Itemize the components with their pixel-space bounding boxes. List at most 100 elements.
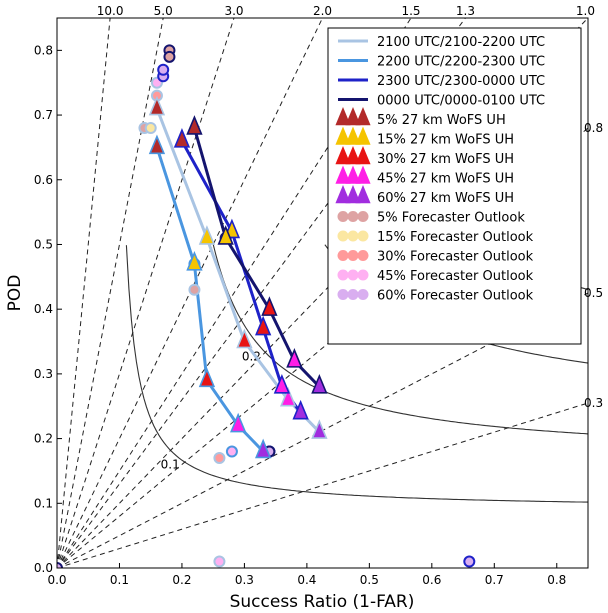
legend-label: 60% Forecaster Outlook xyxy=(377,289,534,304)
y-tick-label: 0.7 xyxy=(34,108,53,122)
x-axis-title: Success Ratio (1-FAR) xyxy=(230,592,415,612)
legend-triangle-swatch xyxy=(335,126,351,145)
legend-label: 45% Forecaster Outlook xyxy=(377,269,534,284)
legend-circle-swatch xyxy=(337,289,349,300)
legend-circle-swatch xyxy=(347,250,359,261)
legend-triangle-swatch xyxy=(335,146,351,165)
bias-label: 2.0 xyxy=(313,4,332,18)
wofs-point xyxy=(173,128,191,148)
legend-circle-swatch xyxy=(337,250,349,261)
x-tick-label: 0.6 xyxy=(422,573,441,587)
wofs-point xyxy=(217,225,234,245)
legend-label: 60% 27 km WoFS UH xyxy=(377,191,514,206)
wofs-point xyxy=(273,373,291,394)
outlook-point xyxy=(157,63,170,76)
x-tick-label: 0.1 xyxy=(110,573,129,587)
x-tick-label: 0.7 xyxy=(485,573,504,587)
csi-line xyxy=(125,245,588,503)
bias-line xyxy=(57,18,164,568)
legend-circle-swatch xyxy=(347,211,359,222)
legend-triangle-swatch xyxy=(345,146,361,165)
wofs-point xyxy=(230,412,247,433)
legend-circle-swatch xyxy=(357,269,369,281)
bias-label: 5.0 xyxy=(154,4,173,18)
legend-circle-swatch xyxy=(357,289,369,300)
x-tick-label: 0.5 xyxy=(360,573,379,587)
y-axis-title: POD xyxy=(5,275,25,312)
y-tick-label: 0.4 xyxy=(34,302,53,316)
outlook-point xyxy=(213,555,226,568)
csi-label: 0.1 xyxy=(161,457,180,471)
wofs-point xyxy=(198,225,216,245)
legend-circle-swatch xyxy=(357,211,369,222)
y-tick-label: 0.8 xyxy=(34,43,53,57)
wofs-point xyxy=(148,134,166,155)
wofs-point xyxy=(198,367,216,388)
outlook-point xyxy=(163,50,176,63)
bias-label: 0.8 xyxy=(584,121,603,135)
wofs-point xyxy=(254,315,272,336)
bias-label: 1.3 xyxy=(456,4,475,18)
x-tick-label: 0.2 xyxy=(172,573,191,587)
legend-circle-swatch xyxy=(347,289,359,300)
x-tick-label: 0.3 xyxy=(235,573,254,587)
bias-line xyxy=(57,18,323,568)
legend: 2100 UTC/2100-2200 UTC 2200 UTC/2200-2300… xyxy=(327,27,582,345)
wofs-point xyxy=(311,419,328,439)
bias-label: 3.0 xyxy=(224,4,243,18)
bias-label: 1.0 xyxy=(576,4,595,18)
legend-label: 15% Forecaster Outlook xyxy=(377,230,534,245)
csi-line xyxy=(212,244,588,435)
series-line xyxy=(155,108,321,434)
legend-triangle-swatch xyxy=(345,126,361,145)
legend-label: 2200 UTC/2200-2300 UTC xyxy=(377,55,545,70)
y-tick-label: 0.3 xyxy=(34,367,53,381)
legend-label: 45% 27 km WoFS UH xyxy=(377,172,514,187)
legend-triangle-swatch xyxy=(355,185,371,204)
bias-label: 0.5 xyxy=(584,286,603,300)
legend-label: 5% Forecaster Outlook xyxy=(377,211,525,226)
outlook-point xyxy=(57,562,63,568)
legend-circle-swatch xyxy=(347,269,359,281)
plot-frame xyxy=(56,17,589,569)
legend-circle-swatch xyxy=(337,269,349,281)
outlook-point xyxy=(213,452,226,464)
y-tick-label: 0.2 xyxy=(34,432,53,446)
wofs-point xyxy=(236,328,253,349)
bias-line xyxy=(57,18,235,568)
x-tick-label: 0.8 xyxy=(547,573,566,587)
y-tick-label: 0.1 xyxy=(34,496,53,510)
bias-line xyxy=(57,402,588,568)
bias-label: 1.5 xyxy=(401,4,420,18)
legend-label: 2300 UTC/2300-0000 UTC xyxy=(377,74,545,89)
legend-circle-swatch xyxy=(357,250,369,261)
legend-label: 0000 UTC/0000-0100 UTC xyxy=(377,94,545,109)
legend-triangle-swatch xyxy=(335,107,351,126)
legend-triangle-swatch xyxy=(355,165,371,184)
legend-circle-swatch xyxy=(347,230,359,242)
legend-triangle-swatch xyxy=(355,126,371,145)
wofs-point xyxy=(286,348,303,368)
bias-labels: 10.0 5.0 3.0 2.0 1.5 1.3 1.0 0.8 0.5 0.3 xyxy=(97,4,603,410)
wofs-point xyxy=(148,95,166,116)
wofs-point xyxy=(292,399,309,420)
legend-triangle-swatch xyxy=(345,185,361,204)
legend-circle-swatch xyxy=(337,211,349,222)
legend-triangle-swatch xyxy=(355,107,371,126)
wofs-point xyxy=(186,115,203,135)
x-tick-label: 0.0 xyxy=(47,573,66,587)
axes: 0.0 0.1 0.2 0.3 0.4 0.5 0.6 0.7 0.8 0.0 0.1 0.2 0.3 0… xyxy=(34,43,566,587)
y-tick-label: 0.6 xyxy=(34,173,53,187)
bias-label: 0.3 xyxy=(584,396,603,410)
legend-label: 15% 27 km WoFS UH xyxy=(377,133,514,148)
csi-label: 0.2 xyxy=(242,349,261,363)
legend-label: 30% Forecaster Outlook xyxy=(377,250,534,265)
outlook-point xyxy=(225,445,238,458)
legend-label: 5% 27 km WoFS UH xyxy=(377,113,506,128)
legend-label: 2100 UTC/2100-2200 UTC xyxy=(377,35,545,50)
x-tick-label: 0.4 xyxy=(297,573,316,587)
bias-label: 10.0 xyxy=(97,4,124,18)
legend-circle-swatch xyxy=(357,230,369,242)
wofs-point xyxy=(311,373,328,394)
